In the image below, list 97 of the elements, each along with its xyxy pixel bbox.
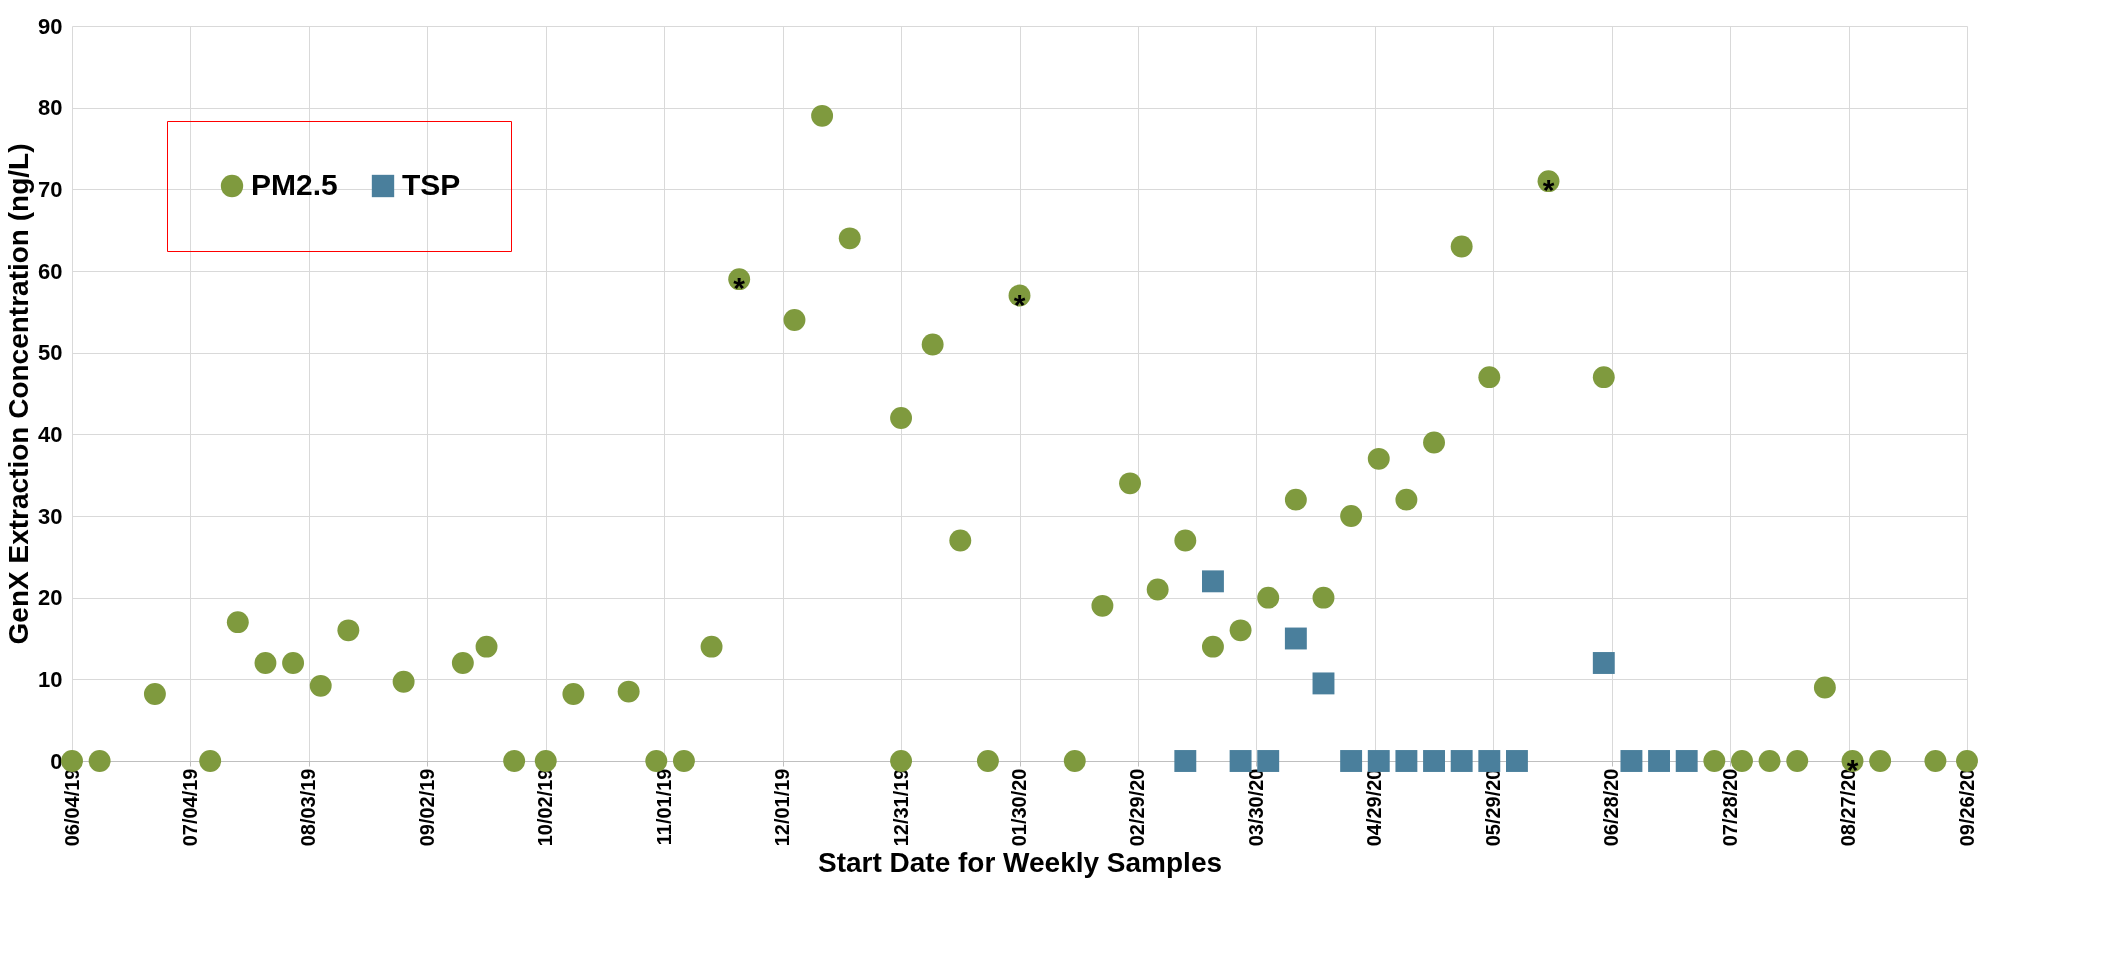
point [1675, 750, 1698, 772]
point [1423, 431, 1445, 454]
point [1423, 750, 1445, 772]
point [503, 750, 526, 772]
point [1505, 750, 1528, 772]
point [811, 104, 834, 127]
point [1340, 505, 1363, 527]
point [562, 683, 585, 705]
point [534, 750, 557, 772]
point [392, 670, 415, 693]
point [1450, 750, 1473, 772]
y-tick-label: 30 [38, 503, 63, 529]
point [1174, 529, 1197, 552]
point [1956, 750, 1978, 772]
point [890, 750, 913, 772]
point [783, 309, 806, 331]
point [1229, 619, 1252, 642]
point [1091, 594, 1114, 617]
point [1478, 366, 1501, 389]
x-tick-label: 01/30/20 [1008, 768, 1030, 847]
x-tick-label: 11/01/19 [652, 768, 675, 846]
point [1201, 635, 1224, 658]
x-tick-label: 06/04/19 [60, 768, 83, 847]
point [1478, 750, 1501, 772]
point [1786, 750, 1809, 772]
y-tick-label: 90 [38, 13, 63, 39]
point [949, 529, 972, 552]
y-tick-label: 10 [38, 666, 63, 692]
point [61, 750, 83, 772]
point [1924, 750, 1947, 772]
point [700, 635, 723, 658]
x-tick-label: 07/28/20 [1718, 768, 1741, 847]
point [143, 683, 166, 705]
point [1395, 750, 1418, 772]
x-tick-label: 06/28/20 [1600, 768, 1623, 847]
x-tick-label: 03/30/20 [1244, 768, 1267, 847]
point [254, 652, 277, 674]
point [199, 750, 222, 772]
point [282, 652, 305, 674]
annotation: * [1542, 173, 1555, 207]
x-tick-label: 09/26/20 [1955, 768, 1978, 847]
point [890, 407, 913, 429]
point [1367, 750, 1390, 772]
point [921, 333, 944, 356]
y-tick-label: 60 [38, 258, 63, 284]
x-axis-title: Start Date for Weekly Samples [817, 847, 1223, 879]
point [1620, 750, 1643, 772]
point [672, 750, 695, 772]
y-tick-label: 70 [38, 176, 63, 202]
point [1450, 235, 1473, 258]
x-tick-label: 05/29/20 [1481, 768, 1504, 847]
point [1284, 627, 1307, 650]
point [309, 674, 332, 697]
point [1395, 488, 1418, 511]
annotation: * [1013, 287, 1026, 321]
x-tick-label: 09/02/19 [415, 768, 438, 847]
y-axis-title: GenX Extraction Concentration (ng/L) [3, 143, 35, 645]
point [1284, 488, 1307, 511]
point [1119, 472, 1141, 495]
point [1312, 672, 1335, 695]
legend-label: PM2.5 [251, 168, 338, 201]
y-tick-label: 40 [38, 421, 63, 447]
y-tick-label: 80 [38, 95, 63, 121]
annotation: * [733, 271, 746, 305]
point [1174, 750, 1197, 772]
y-tick-label: 0 [50, 748, 63, 774]
point [1869, 750, 1892, 772]
point [451, 652, 474, 674]
point [1312, 586, 1335, 609]
point [226, 611, 249, 634]
x-tick-label: 07/04/19 [178, 768, 201, 847]
point [617, 680, 640, 703]
point [1813, 676, 1836, 699]
point [1592, 652, 1615, 674]
point [1257, 586, 1280, 609]
legend-label: TSP [402, 168, 461, 201]
point [88, 750, 111, 772]
y-tick-label: 50 [38, 340, 63, 366]
x-tick-label: 10/02/19 [534, 768, 557, 847]
point [976, 750, 999, 772]
x-tick-label: 02/29/20 [1126, 768, 1149, 847]
point [838, 227, 861, 250]
point [1340, 750, 1363, 772]
point [1592, 366, 1615, 389]
x-tick-label: 04/29/20 [1363, 768, 1386, 847]
point [1146, 578, 1169, 601]
point [337, 619, 360, 642]
point [1201, 570, 1224, 593]
x-tick-label: 12/01/19 [771, 768, 794, 847]
x-tick-label: 08/03/19 [297, 768, 320, 847]
point [1063, 750, 1086, 772]
y-tick-label: 20 [38, 585, 63, 611]
point [1758, 750, 1781, 772]
point [1367, 447, 1390, 470]
x-tick-label: 12/31/19 [889, 768, 912, 847]
point [475, 635, 498, 658]
point [1648, 750, 1671, 772]
